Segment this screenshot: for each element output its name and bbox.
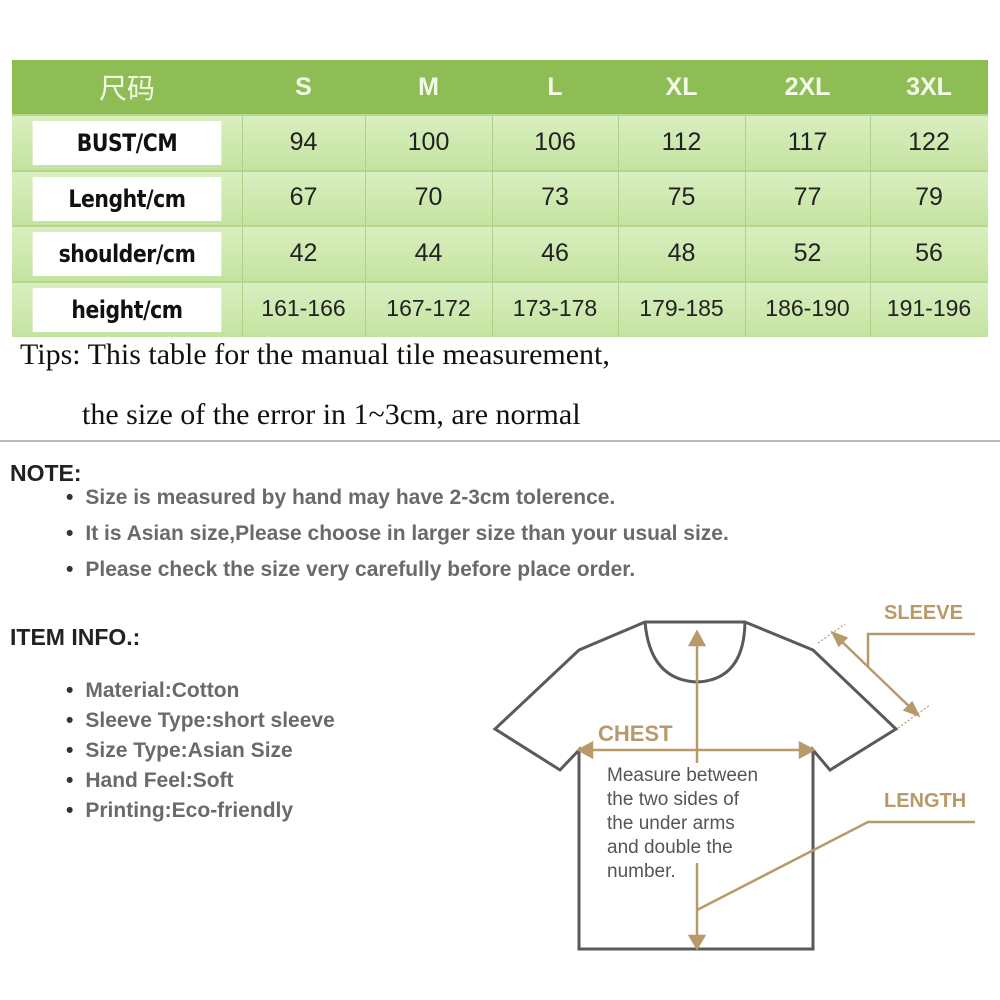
size-table-row: shoulder/cm 42 44 46 48 52 56 xyxy=(12,225,988,281)
arrowhead-icon xyxy=(687,629,707,647)
size-value: 44 xyxy=(414,238,443,267)
size-table-header: 尺码 S M L XL 2XL 3XL xyxy=(12,60,988,114)
arrowhead-icon xyxy=(830,630,849,648)
arrowhead-icon xyxy=(798,740,816,760)
arrowhead-icon xyxy=(687,934,707,951)
size-value: 100 xyxy=(407,127,450,156)
size-value: 179-185 xyxy=(639,295,724,321)
info-item: Sleeve Type:short sleeve xyxy=(66,709,334,733)
size-header-m: M xyxy=(418,72,439,101)
sleeve-arrow xyxy=(835,635,916,713)
size-header-xl: XL xyxy=(665,72,698,101)
row-label: shoulder/cm xyxy=(32,232,222,276)
length-label: LENGTH xyxy=(884,790,967,812)
size-header-2xl: 2XL xyxy=(784,72,831,101)
note-item: It is Asian size,Please choose in larger… xyxy=(66,522,728,546)
column-divider xyxy=(492,116,493,336)
corner-label: 尺码 xyxy=(98,73,155,104)
size-value: 112 xyxy=(661,127,702,156)
item-info-title: ITEM INFO.: xyxy=(10,624,141,650)
column-divider xyxy=(870,116,871,336)
divider xyxy=(0,440,1000,442)
sleeve-leader xyxy=(866,632,975,666)
size-value: 73 xyxy=(541,183,569,211)
size-value: 67 xyxy=(289,183,318,211)
size-table-row: Lenght/cm 67 70 73 75 77 79 xyxy=(12,169,988,226)
size-value: 186-190 xyxy=(765,295,850,321)
info-item: Printing:Eco-friendly xyxy=(66,799,293,823)
note-title: NOTE: xyxy=(10,460,82,486)
size-value: 70 xyxy=(414,183,443,211)
chest-label: CHEST xyxy=(598,721,673,746)
size-table-row: BUST/CM 94 100 106 112 117 122 xyxy=(12,114,988,170)
arrowhead-icon xyxy=(902,700,921,718)
column-divider xyxy=(242,116,243,336)
size-value: 94 xyxy=(289,127,318,156)
sleeve-label: SLEEVE xyxy=(884,602,963,624)
column-divider xyxy=(365,116,366,336)
size-value: 42 xyxy=(289,238,318,267)
note-item: Size is measured by hand may have 2-3cm … xyxy=(66,486,615,510)
info-item: Hand Feel:Soft xyxy=(66,769,233,793)
size-header-s: S xyxy=(295,72,312,101)
row-label: BUST/CM xyxy=(32,121,222,165)
info-item: Size Type:Asian Size xyxy=(66,739,292,763)
info-item: Material:Cotton xyxy=(66,679,239,703)
tips-line-1: Tips: This table for the manual tile mea… xyxy=(20,338,610,371)
size-value: 46 xyxy=(541,238,569,267)
size-value: 106 xyxy=(534,127,576,156)
size-value: 161-166 xyxy=(261,295,346,321)
size-value: 56 xyxy=(915,238,943,267)
length-leader xyxy=(696,820,975,912)
size-value: 173-178 xyxy=(512,295,598,321)
size-header-l: L xyxy=(547,72,563,101)
size-value: 79 xyxy=(915,183,943,211)
row-label: Lenght/cm xyxy=(32,176,222,221)
size-value: 191-196 xyxy=(886,295,972,321)
tips-line-2: the size of the error in 1~3cm, are norm… xyxy=(82,398,581,431)
tshirt-outline xyxy=(492,620,899,951)
size-value: 48 xyxy=(667,238,696,267)
size-table-row: height/cm 161-166 167-172 173-178 179-185 186… xyxy=(12,280,988,337)
size-value: 77 xyxy=(793,183,822,211)
size-value: 52 xyxy=(793,238,822,267)
size-value: 75 xyxy=(667,183,696,211)
arrowhead-icon xyxy=(576,740,594,760)
size-value: 122 xyxy=(908,127,950,156)
size-header-3xl: 3XL xyxy=(906,72,952,101)
row-label: height/cm xyxy=(32,287,222,332)
size-value: 117 xyxy=(787,127,828,156)
size-table: 尺码 S M L XL 2XL 3XL BUST/CM 94 100 106 112 11… xyxy=(12,60,988,337)
tshirt-collar xyxy=(643,621,747,684)
note-item: Please check the size very carefully bef… xyxy=(66,558,635,582)
chest-note: Measure between the two sides of the und… xyxy=(607,765,759,882)
size-value: 167-172 xyxy=(386,295,471,321)
column-divider xyxy=(618,116,619,336)
column-divider xyxy=(745,116,746,336)
